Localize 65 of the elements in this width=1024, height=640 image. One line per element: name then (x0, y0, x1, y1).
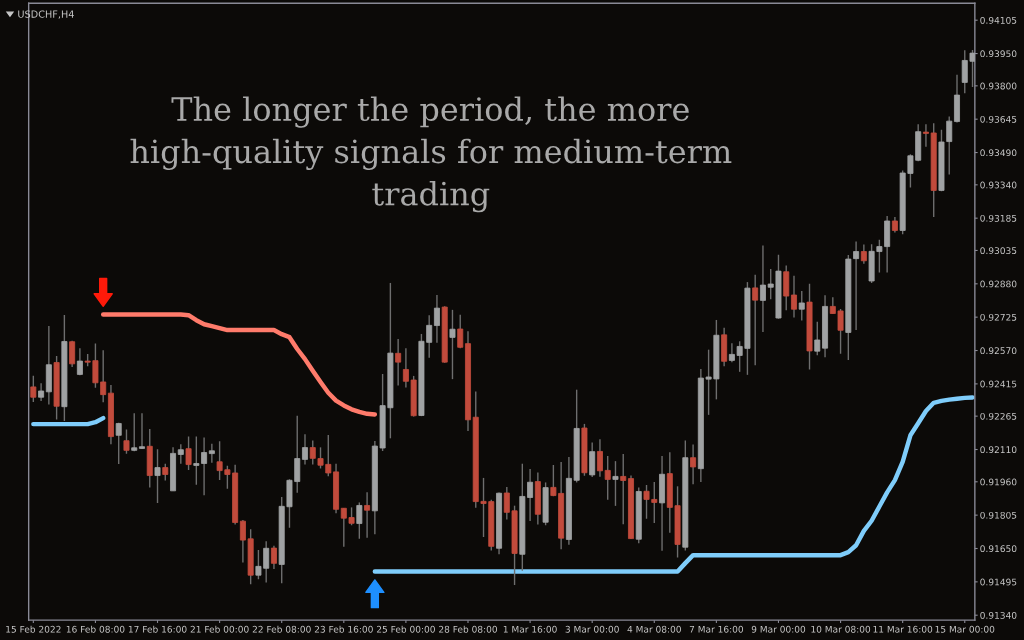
y-tick-label: 0.92110 (980, 446, 1017, 454)
candlestick (449, 309, 456, 380)
x-tick-label: 28 Feb 08:00 (439, 625, 498, 633)
line-series (100, 312, 378, 417)
candlestick (433, 294, 440, 344)
candlestick (860, 243, 867, 265)
y-tick-label: 0.93340 (980, 181, 1017, 189)
x-tick-label: 16 Feb 08:00 (66, 625, 125, 633)
x-tick-label: 21 Feb 00:00 (190, 625, 249, 633)
candlestick (364, 491, 371, 539)
candlestick (814, 320, 821, 356)
candlestick (177, 443, 184, 465)
candlestick (791, 274, 797, 319)
x-tick-label: 7 Mar 16:00 (689, 625, 744, 633)
x-tick-label: 3 Mar 00:00 (565, 625, 619, 633)
y-tick-label: 0.92880 (980, 280, 1017, 288)
y-tick-label: 0.91495 (980, 578, 1017, 586)
annotation: The longer the period, the more high-quality signals for medium-term trading (130, 96, 732, 213)
y-tick-label: 0.93645 (980, 115, 1017, 123)
x-tick-label: 23 Feb 16:00 (314, 625, 373, 633)
x-tick-label: 4 Mar 08:00 (627, 625, 681, 633)
x-tick-label: 10 Mar 08:00 (811, 625, 871, 633)
x-tick-label: 11 Mar 16:00 (873, 625, 933, 633)
y-tick-label: 0.93490 (980, 149, 1017, 157)
x-tick-label: 17 Feb 16:00 (128, 625, 187, 633)
candlestick (30, 375, 37, 403)
y-tick-label: 0.91805 (980, 511, 1017, 519)
y-tick-label: 0.93185 (980, 214, 1017, 222)
y-tick-label: 0.93950 (980, 50, 1017, 58)
candlestick (154, 448, 161, 504)
candlestick (115, 422, 122, 465)
candlestick (395, 338, 402, 387)
candlestick (752, 274, 759, 367)
candlestick (139, 412, 145, 450)
y-tick-label: 0.92265 (980, 412, 1017, 420)
candlestick (690, 443, 697, 485)
candlestick (185, 435, 192, 471)
y-tick-label: 0.93800 (980, 82, 1017, 90)
candlestick (270, 545, 277, 570)
y-tick-label: 0.93035 (980, 247, 1017, 255)
candlestick (589, 441, 596, 478)
candlestick (76, 347, 83, 376)
x-tick-label: 22 Feb 08:00 (252, 625, 311, 633)
candlestick (457, 314, 464, 350)
x-tick-label: 25 Feb 00:00 (376, 625, 435, 633)
x-tick-label: 9 Mar 00:00 (751, 625, 806, 633)
candlestick (302, 433, 308, 466)
y-tick-label: 0.91960 (980, 478, 1017, 486)
candlestick (123, 428, 130, 455)
candlestick (131, 412, 138, 452)
x-tick-label: 1 Mar 16:00 (503, 625, 557, 633)
candlestick (208, 443, 215, 464)
candlestick (356, 501, 363, 540)
y-tick-label: 0.94105 (980, 16, 1017, 24)
x-tick-label: 15 Mar 00:00 (935, 625, 995, 633)
y-tick-label: 0.92725 (980, 313, 1017, 321)
x-tick-label: 15 Feb 2022 (6, 625, 61, 633)
candlestick (69, 340, 76, 368)
y-tick-label: 0.91650 (980, 545, 1017, 553)
candlestick (798, 290, 805, 322)
y-tick-label: 0.92570 (980, 347, 1017, 355)
y-tick-label: 0.91340 (980, 611, 1017, 619)
candlestick (620, 453, 627, 525)
candlestick (612, 460, 619, 507)
y-tick-label: 0.92415 (980, 380, 1017, 388)
